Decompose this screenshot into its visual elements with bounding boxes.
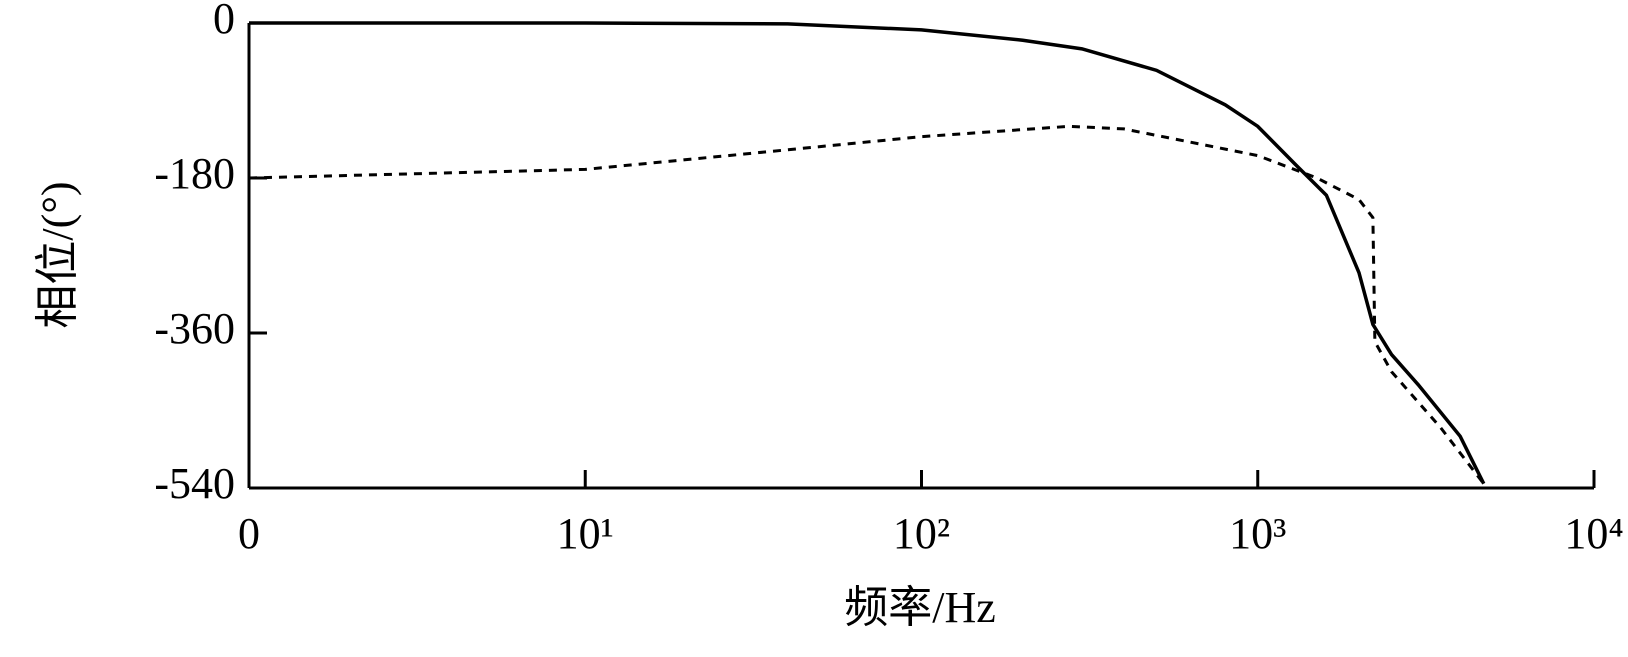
x-tick-label: 10² — [893, 509, 950, 558]
y-axis-title: 相位/(°) — [33, 181, 82, 328]
y-tick-label: -540 — [154, 459, 235, 508]
x-axis-title: 频率/Hz — [844, 583, 996, 632]
line-series — [248, 124, 1485, 485]
y-tick-label: -360 — [154, 304, 235, 353]
line-series — [249, 21, 1486, 485]
y-tick-label: 0 — [213, 0, 235, 43]
x-tick-label: 10¹ — [557, 509, 614, 558]
x-tick-label: 10³ — [1229, 509, 1286, 558]
y-tick-label: -180 — [154, 149, 235, 198]
x-tick-label: 10⁴ — [1564, 509, 1623, 558]
x-tick-label: 0 — [238, 509, 260, 558]
